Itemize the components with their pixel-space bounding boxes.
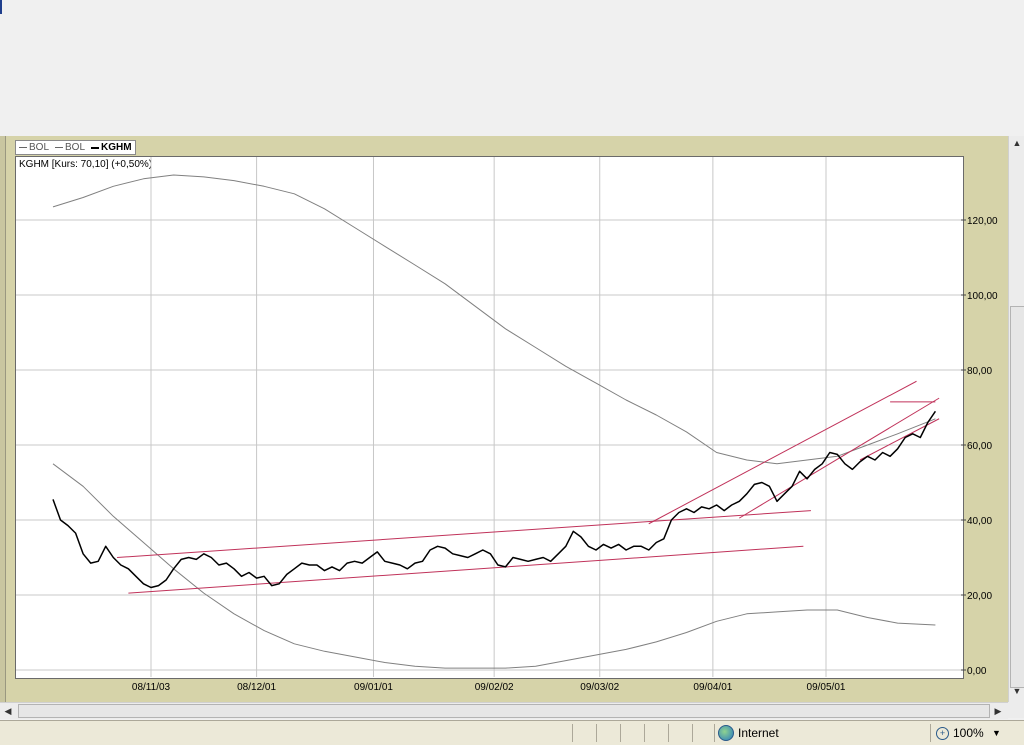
x-tick-label: 09/05/01 (807, 682, 846, 693)
status-divider (620, 724, 621, 742)
y-tick-label: 20,00 (967, 591, 992, 602)
zoom-control[interactable]: + 100% (936, 724, 984, 742)
legend-item-kghm[interactable]: KGHM (91, 141, 132, 154)
panel-left-edge (0, 136, 6, 702)
status-divider (930, 724, 931, 742)
status-divider (572, 724, 573, 742)
scroll-corner (1008, 702, 1024, 718)
scroll-right-icon[interactable]: ▶ (994, 706, 1002, 716)
x-tick-label: 08/11/03 (132, 682, 171, 693)
security-zone[interactable]: Internet (718, 724, 779, 742)
chart-svg: 0,00 20,00 40,00 60,00 80,00 100,00 120,00 08/1… (16, 157, 998, 693)
trendline (117, 510, 811, 558)
trendline (739, 397, 940, 519)
x-tick-label: 09/02/02 (475, 682, 514, 693)
legend-item-bol-2[interactable]: BOL (55, 141, 85, 154)
y-tick-label: 0,00 (967, 666, 987, 677)
x-tick-label: 08/12/01 (237, 682, 276, 693)
kghm-price-line (52, 410, 937, 589)
trendline (128, 545, 804, 594)
status-divider (714, 724, 715, 742)
bol-upper-line (52, 174, 936, 465)
x-tick-label: 09/01/01 (354, 682, 393, 693)
horizontal-scroll-thumb[interactable] (18, 704, 990, 718)
zoom-icon: + (936, 726, 949, 740)
vertical-scroll-thumb[interactable] (1010, 306, 1024, 688)
y-tick-label: 120,00 (967, 216, 998, 227)
browser-toolbar-area (0, 0, 1024, 137)
y-tick-label: 80,00 (967, 366, 992, 377)
x-tick-label: 09/03/02 (580, 682, 619, 693)
status-divider (596, 724, 597, 742)
scroll-left-icon[interactable]: ◀ (4, 706, 12, 716)
zoom-label: 100% (953, 726, 984, 740)
status-bar: Internet + 100% ▼ (0, 720, 1024, 745)
x-tick-label: 09/04/01 (693, 682, 732, 693)
chart-caption: KGHM [Kurs: 70,10] (+0,50%) (19, 159, 153, 170)
globe-icon (718, 725, 734, 741)
window-accent (0, 0, 2, 14)
status-divider (668, 724, 669, 742)
vertical-scrollbar[interactable]: ▲ ▼ (1008, 136, 1024, 702)
trendline (648, 380, 917, 525)
bol-lower-line (52, 463, 936, 669)
y-tick-label: 100,00 (967, 291, 998, 302)
chart-legend: BOL BOL KGHM (15, 140, 136, 155)
y-tick-label: 40,00 (967, 516, 992, 527)
y-tick-label: 60,00 (967, 441, 992, 452)
status-divider (692, 724, 693, 742)
horizontal-scrollbar[interactable]: ◀ ▶ (0, 702, 1008, 719)
scroll-down-icon[interactable]: ▼ (1012, 686, 1022, 696)
status-divider (644, 724, 645, 742)
chart-area[interactable] (15, 156, 964, 679)
legend-item-bol-1[interactable]: BOL (19, 141, 49, 154)
scroll-up-icon[interactable]: ▲ (1012, 138, 1022, 148)
zoom-dropdown-icon[interactable]: ▼ (992, 728, 1001, 738)
zone-label: Internet (738, 726, 779, 740)
